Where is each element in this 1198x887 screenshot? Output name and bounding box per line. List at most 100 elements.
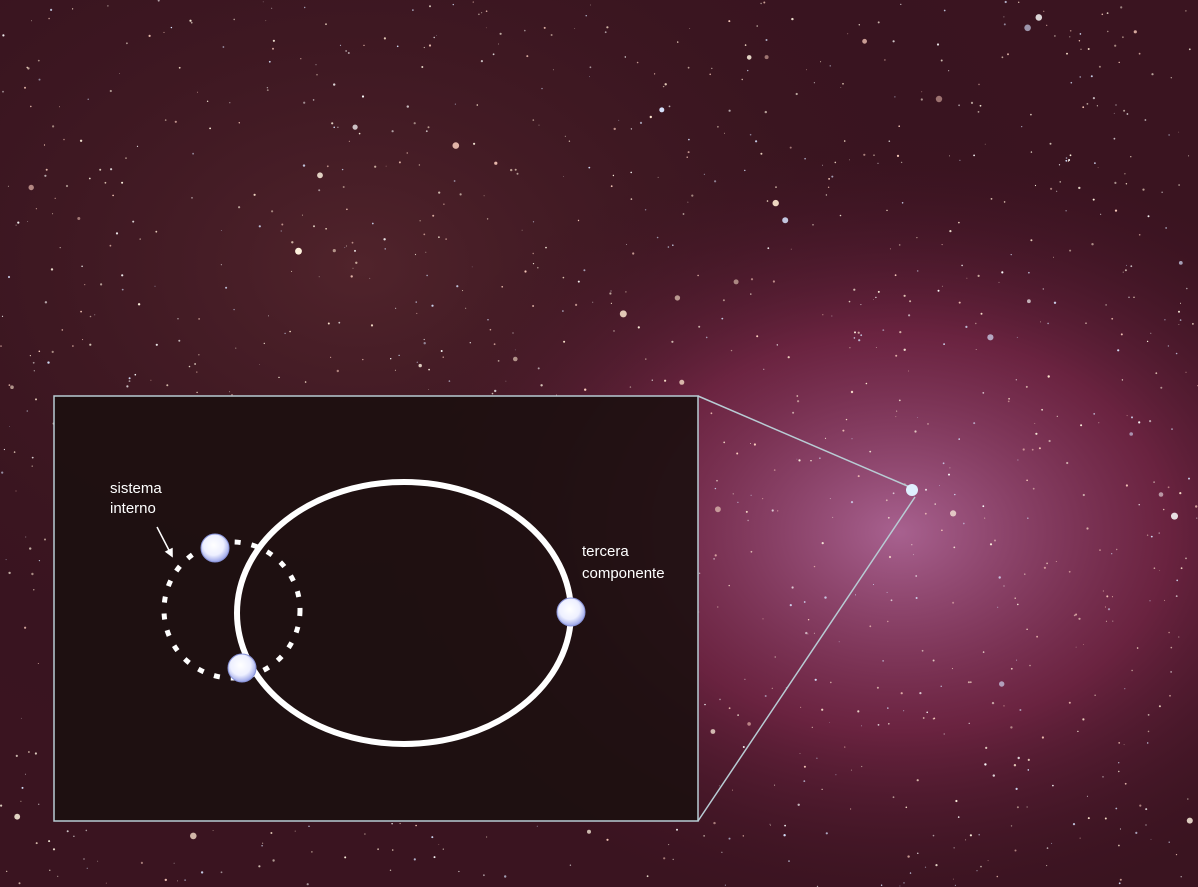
star <box>882 660 883 661</box>
star <box>533 119 535 121</box>
star <box>295 831 296 832</box>
star <box>1017 604 1019 606</box>
star <box>987 334 993 340</box>
star <box>988 860 989 861</box>
star <box>80 140 82 142</box>
star <box>278 377 279 378</box>
star <box>897 155 899 157</box>
star <box>51 268 53 270</box>
star <box>196 371 197 372</box>
star <box>654 73 655 74</box>
star <box>1179 492 1181 494</box>
star <box>492 393 494 395</box>
star <box>881 885 882 886</box>
star <box>908 314 910 316</box>
star <box>1073 823 1075 825</box>
star <box>933 835 935 837</box>
star <box>52 351 54 353</box>
star <box>263 2 264 3</box>
star <box>258 865 260 867</box>
star <box>1150 333 1151 334</box>
star <box>30 355 31 356</box>
star <box>609 292 611 294</box>
star <box>331 122 333 124</box>
star <box>1011 825 1012 826</box>
star <box>965 839 966 840</box>
star <box>917 417 918 418</box>
star <box>229 391 230 392</box>
star <box>87 868 88 869</box>
star <box>1011 254 1012 255</box>
star <box>1119 62 1120 63</box>
star <box>991 198 993 200</box>
star <box>486 10 488 12</box>
star <box>1102 14 1104 16</box>
star <box>501 286 503 288</box>
star <box>1179 261 1183 265</box>
star <box>362 359 363 360</box>
star <box>763 2 765 4</box>
star <box>66 185 68 187</box>
star <box>414 858 416 860</box>
star <box>1178 637 1179 638</box>
star <box>129 377 131 379</box>
star <box>975 323 976 324</box>
star <box>873 584 874 585</box>
star <box>25 537 26 538</box>
star <box>1142 189 1144 191</box>
star <box>849 347 850 348</box>
star <box>25 774 26 775</box>
star <box>1099 549 1101 551</box>
star <box>896 411 897 412</box>
star <box>866 383 868 385</box>
star <box>583 269 585 271</box>
star <box>156 344 158 346</box>
star <box>494 162 497 165</box>
star <box>84 284 85 285</box>
star <box>668 246 670 248</box>
star <box>902 202 904 204</box>
star <box>844 140 846 142</box>
star <box>729 707 731 709</box>
star <box>325 228 327 230</box>
star <box>397 46 399 48</box>
star <box>1114 182 1116 184</box>
star <box>733 493 734 494</box>
star <box>38 663 39 664</box>
star <box>1159 570 1160 571</box>
star <box>844 746 845 747</box>
star <box>788 356 790 358</box>
star <box>665 83 667 85</box>
star <box>1186 288 1188 290</box>
star <box>207 101 208 102</box>
star <box>449 380 451 382</box>
star <box>657 237 659 239</box>
star <box>900 4 901 5</box>
star <box>765 111 767 113</box>
star <box>1069 36 1070 37</box>
star <box>355 262 357 264</box>
star <box>1115 808 1117 810</box>
star <box>941 530 943 532</box>
star <box>532 305 534 307</box>
star <box>723 442 725 444</box>
star <box>1057 416 1058 417</box>
star <box>302 215 303 216</box>
star <box>894 96 895 97</box>
star <box>29 547 31 549</box>
star <box>458 871 459 872</box>
star <box>829 722 830 723</box>
star <box>460 193 462 195</box>
star <box>346 209 348 211</box>
star <box>606 839 608 841</box>
star <box>269 61 271 63</box>
star <box>751 551 753 553</box>
star <box>704 704 705 705</box>
star <box>723 299 725 301</box>
star <box>826 832 828 834</box>
star <box>1054 35 1055 36</box>
star <box>949 155 950 156</box>
star <box>745 44 747 46</box>
star <box>973 422 975 424</box>
star <box>824 596 826 598</box>
